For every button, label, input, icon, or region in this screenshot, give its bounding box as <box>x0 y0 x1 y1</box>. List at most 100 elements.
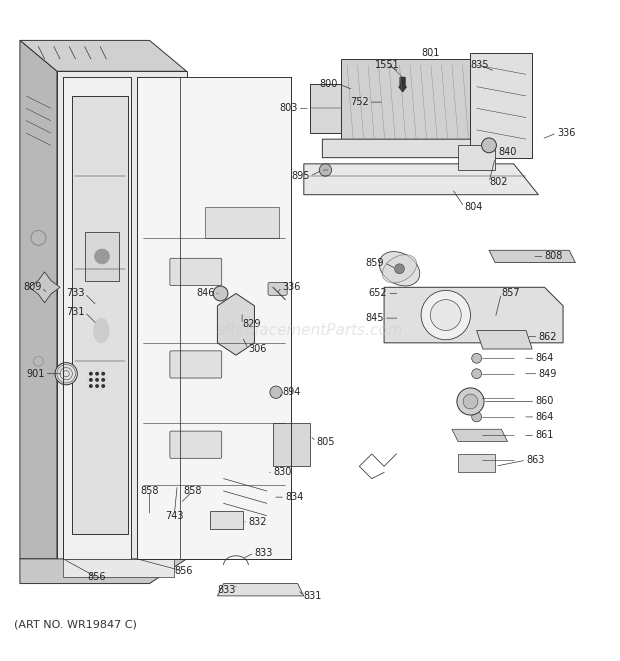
Text: 800: 800 <box>319 79 338 89</box>
FancyBboxPatch shape <box>170 258 222 286</box>
Polygon shape <box>458 454 495 473</box>
Circle shape <box>95 249 109 264</box>
Text: 861: 861 <box>535 430 554 440</box>
Text: 856: 856 <box>88 572 106 582</box>
Text: 858: 858 <box>140 486 159 496</box>
Text: 832: 832 <box>248 517 267 527</box>
Text: 845: 845 <box>366 313 384 323</box>
Circle shape <box>319 164 332 176</box>
Text: 733: 733 <box>66 288 85 299</box>
Circle shape <box>463 394 478 409</box>
Polygon shape <box>85 232 118 281</box>
Circle shape <box>96 372 99 375</box>
Text: 894: 894 <box>282 387 301 397</box>
Polygon shape <box>310 83 341 133</box>
Circle shape <box>472 412 482 422</box>
Circle shape <box>102 372 104 375</box>
Polygon shape <box>218 584 304 596</box>
Text: 833: 833 <box>218 585 236 595</box>
Polygon shape <box>384 288 563 343</box>
Polygon shape <box>63 77 131 559</box>
Polygon shape <box>20 40 187 71</box>
Text: 858: 858 <box>184 486 202 496</box>
Text: 862: 862 <box>538 332 557 342</box>
FancyBboxPatch shape <box>268 282 287 295</box>
Ellipse shape <box>94 318 109 343</box>
Circle shape <box>472 354 482 363</box>
Text: 731: 731 <box>66 307 85 317</box>
Text: 829: 829 <box>242 319 260 329</box>
Polygon shape <box>218 293 254 355</box>
Polygon shape <box>304 164 538 195</box>
Text: 849: 849 <box>538 369 557 379</box>
Text: 336: 336 <box>557 128 575 138</box>
Text: 752: 752 <box>350 97 369 107</box>
Text: 830: 830 <box>273 467 291 477</box>
Circle shape <box>472 369 482 379</box>
Circle shape <box>394 264 404 274</box>
Circle shape <box>96 379 99 381</box>
FancyBboxPatch shape <box>210 512 243 529</box>
Circle shape <box>90 372 92 375</box>
Text: 863: 863 <box>526 455 544 465</box>
Polygon shape <box>341 59 471 145</box>
Text: 808: 808 <box>544 251 563 262</box>
Text: 846: 846 <box>196 288 215 299</box>
Text: 306: 306 <box>248 344 267 354</box>
Ellipse shape <box>383 254 417 283</box>
Text: 840: 840 <box>498 147 516 157</box>
Text: (ART NO. WR19847 C): (ART NO. WR19847 C) <box>14 620 136 630</box>
Circle shape <box>213 286 228 301</box>
Circle shape <box>430 299 461 330</box>
Text: 857: 857 <box>502 288 520 299</box>
Text: 833: 833 <box>254 548 273 558</box>
Text: 901: 901 <box>26 369 45 379</box>
Circle shape <box>482 138 497 153</box>
Text: 801: 801 <box>421 48 440 58</box>
Circle shape <box>421 290 471 340</box>
FancyBboxPatch shape <box>170 351 222 378</box>
Polygon shape <box>273 423 310 466</box>
Text: 831: 831 <box>304 591 322 601</box>
Polygon shape <box>205 207 279 238</box>
Text: 802: 802 <box>489 177 508 187</box>
Text: 652: 652 <box>368 288 387 299</box>
Polygon shape <box>471 53 532 158</box>
Circle shape <box>90 385 92 387</box>
Text: 895: 895 <box>291 171 310 181</box>
Circle shape <box>102 379 104 381</box>
Text: 809: 809 <box>23 282 42 292</box>
Polygon shape <box>458 145 495 170</box>
Polygon shape <box>20 40 57 559</box>
Circle shape <box>472 430 482 440</box>
Circle shape <box>472 393 482 403</box>
Polygon shape <box>29 272 60 303</box>
Text: 860: 860 <box>535 397 554 407</box>
Circle shape <box>457 388 484 415</box>
Text: 859: 859 <box>366 258 384 268</box>
Text: 804: 804 <box>464 202 483 212</box>
Text: 856: 856 <box>174 566 193 576</box>
Polygon shape <box>73 96 128 534</box>
Text: 835: 835 <box>471 60 489 70</box>
Polygon shape <box>20 559 187 584</box>
Polygon shape <box>57 71 187 559</box>
Circle shape <box>270 386 282 399</box>
Polygon shape <box>452 429 508 442</box>
Text: eReplacementParts.com: eReplacementParts.com <box>216 323 404 338</box>
Circle shape <box>96 385 99 387</box>
FancyBboxPatch shape <box>170 431 222 458</box>
Polygon shape <box>489 251 575 262</box>
Circle shape <box>55 363 78 385</box>
FancyArrow shape <box>399 77 406 92</box>
Circle shape <box>396 290 403 297</box>
Polygon shape <box>477 330 532 349</box>
Circle shape <box>90 379 92 381</box>
Text: 803: 803 <box>279 103 298 113</box>
Text: 834: 834 <box>285 492 304 502</box>
Circle shape <box>102 385 104 387</box>
Polygon shape <box>63 559 174 578</box>
Text: 864: 864 <box>535 412 554 422</box>
Polygon shape <box>137 77 291 559</box>
Text: 805: 805 <box>316 437 335 447</box>
